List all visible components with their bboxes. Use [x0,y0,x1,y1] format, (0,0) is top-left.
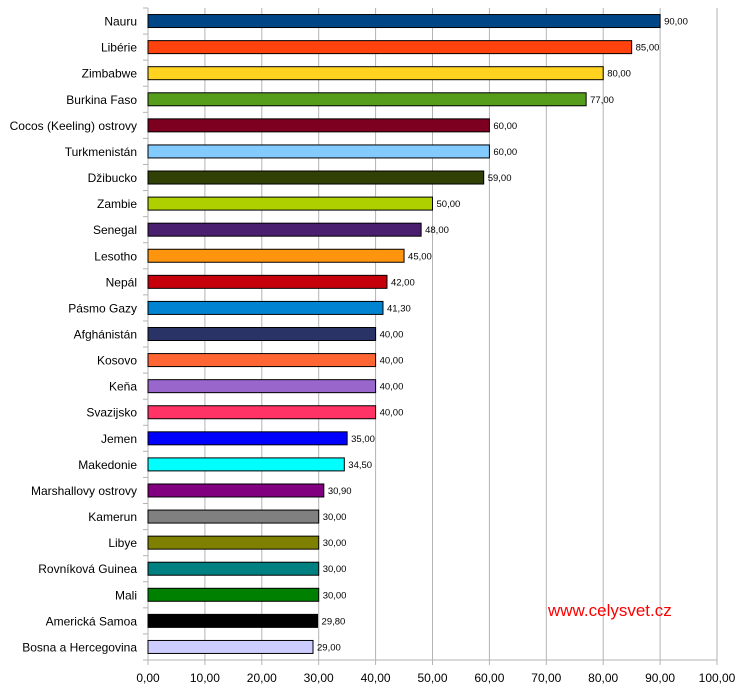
category-label: Zambie [97,197,137,211]
data-label: 40,00 [380,356,404,367]
category-label: Turkmenistán [65,145,137,159]
data-label: 40,00 [380,330,404,341]
category-label: Senegal [93,223,137,237]
category-label: Pásmo Gazy [68,301,137,315]
bar [147,248,405,263]
bar [147,353,377,368]
data-label: 48,00 [425,225,449,236]
bar [147,483,325,498]
x-tick-label: 50,00 [417,671,447,685]
category-label: Rovníková Guinea [38,562,137,576]
category-label: Kosovo [97,354,137,368]
bar [147,196,433,211]
bar [147,639,314,654]
bar [147,431,348,446]
category-label: Lesotho [94,249,137,263]
bar [147,509,320,524]
bar [147,274,388,289]
bar [147,66,604,81]
data-label: 85,00 [636,43,660,54]
category-label: Libérie [101,41,137,55]
bar [147,613,319,628]
x-tick-label: 90,00 [645,671,675,685]
x-tick-label: 80,00 [588,671,618,685]
bar [147,222,422,237]
data-label: 29,80 [322,616,346,627]
category-label: Džibucko [88,171,138,185]
category-label: Nepál [106,275,137,289]
category-label: Burkina Faso [66,93,137,107]
data-label: 42,00 [391,277,415,288]
data-label: 30,90 [328,486,352,497]
data-label: 30,00 [323,564,347,575]
data-label: 30,00 [323,512,347,523]
data-label: 80,00 [607,69,631,80]
bar [147,300,384,315]
bar [147,587,320,602]
data-label: 34,50 [348,460,372,471]
data-label: 30,00 [323,538,347,549]
x-tick-label: 20,00 [247,671,277,685]
bar [147,92,587,107]
x-tick-label: 60,00 [474,671,504,685]
data-label: 30,00 [323,590,347,601]
bar [147,405,377,420]
category-label: Cocos (Keeling) ostrovy [10,119,137,133]
category-label: Afghánistán [74,328,137,342]
data-label: 45,00 [408,251,432,262]
category-label: Marshallovy ostrovy [31,484,137,498]
data-label: 40,00 [380,382,404,393]
data-label: 40,00 [380,408,404,419]
bar [147,144,490,159]
bar [147,379,377,394]
category-label: Libye [108,536,137,550]
data-label: 60,00 [493,121,517,132]
category-label: Kamerun [88,510,137,524]
data-label: 90,00 [664,17,688,28]
data-label: 60,00 [493,147,517,158]
data-label: 77,00 [590,95,614,106]
category-label: Mali [115,588,137,602]
category-label: Keňa [109,380,137,394]
category-label: Zimbabwe [82,67,138,81]
watermark-text: www.celysvet.cz [548,601,672,620]
bar [147,14,661,29]
category-label: Americká Samoa [46,614,138,628]
category-label: Nauru [104,15,137,29]
bar [147,118,490,133]
data-label: 59,00 [488,173,512,184]
category-label: Svazijsko [86,406,137,420]
x-tick-label: 40,00 [361,671,391,685]
bar [147,327,377,341]
data-label: 41,30 [387,303,411,314]
data-label: 50,00 [437,199,461,210]
x-tick-label: 70,00 [531,671,561,685]
x-tick-label: 0,00 [136,671,160,685]
x-tick-label: 30,00 [304,671,334,685]
category-label: Makedonie [78,458,137,472]
bar [147,535,320,550]
data-label: 29,00 [317,642,341,653]
bar [147,457,345,472]
category-label: Bosna a Hercegovina [22,640,137,654]
x-tick-label: 100,00 [699,671,736,685]
x-tick-label: 10,00 [190,671,220,685]
category-label: Jemen [101,432,137,446]
bar [147,170,485,185]
bar [147,561,320,576]
bar [147,40,633,55]
data-label: 35,00 [351,434,375,445]
